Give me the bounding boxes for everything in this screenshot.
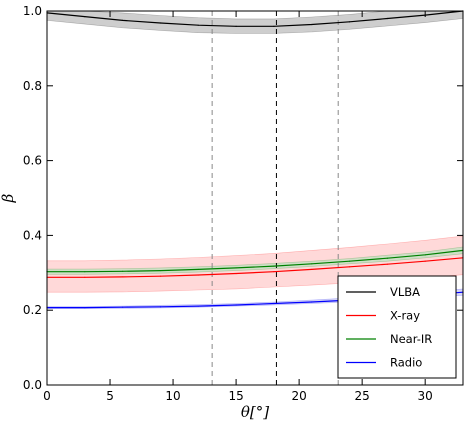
legend-box (337, 275, 457, 379)
point-x-ray (235, 272, 237, 275)
point-vlba (348, 21, 351, 23)
point-x-ray (122, 276, 124, 278)
y-tick-label: 0.8 (23, 79, 42, 93)
point-near-ir (348, 260, 351, 262)
legend-label-near-ir: Near-IR (390, 332, 432, 346)
point-radio (197, 305, 199, 307)
point-vlba (122, 19, 124, 21)
point-near-ir (197, 268, 199, 271)
point-x-ray (273, 271, 275, 273)
point-radio (311, 301, 313, 303)
point-near-ir (311, 263, 313, 265)
legend-label-vlba: VLBA (390, 285, 420, 299)
point-radio (84, 306, 86, 309)
legend: VLBA X-ray Near-IR Radio (337, 275, 457, 379)
x-axis-label: θ[°] (241, 403, 269, 421)
point-vlba (235, 25, 237, 27)
point-near-ir (235, 267, 237, 269)
point-radio (235, 304, 237, 306)
point-vlba (84, 16, 86, 18)
line-x-ray (47, 257, 464, 278)
point-vlba (273, 25, 275, 27)
y-tick-label: 1.0 (23, 4, 42, 18)
legend-label-x-ray: X-ray (390, 309, 420, 323)
x-tick-label: 10 (165, 389, 180, 403)
y-tick-label: 0.0 (23, 378, 42, 392)
x-tick-label: 25 (355, 389, 370, 403)
point-near-ir (424, 254, 426, 256)
point-vlba (159, 22, 162, 24)
point-x-ray (348, 266, 351, 268)
point-near-ir (273, 265, 275, 267)
point-near-ir (386, 257, 388, 259)
point-x-ray (159, 275, 162, 277)
point-vlba (311, 23, 313, 26)
legend-label-radio: Radio (390, 356, 422, 370)
point-x-ray (424, 260, 426, 262)
point-radio (273, 302, 275, 305)
point-near-ir (159, 269, 162, 272)
point-vlba (386, 17, 388, 20)
point-x-ray (197, 274, 199, 276)
point-radio (159, 306, 162, 308)
line-near-ir (47, 249, 464, 273)
point-x-ray (386, 263, 388, 265)
x-tick-label: 20 (291, 389, 306, 403)
x-tick-label: 5 (106, 389, 114, 403)
x-tick-label: 15 (228, 389, 243, 403)
point-vlba (197, 24, 199, 26)
y-tick-label: 0.4 (23, 228, 42, 242)
plot-frame (46, 10, 464, 386)
point-radio (122, 306, 124, 308)
point-x-ray (311, 268, 313, 271)
y-axis-label: β (0, 193, 17, 203)
point-near-ir (84, 271, 86, 273)
point-x-ray (84, 276, 86, 278)
x-tick-label: 30 (418, 389, 433, 403)
y-tick-label: 0.6 (23, 154, 42, 168)
axis-ticks: 0 5 10 15 20 25 30 0.0 0.2 0.4 0.6 0.8 1.0 (23, 4, 463, 403)
line-vlba (46, 10, 464, 27)
point-near-ir (122, 270, 124, 272)
series-lines (46, 10, 464, 309)
x-tick-label: 0 (43, 389, 51, 403)
y-tick-label: 0.2 (23, 303, 42, 317)
